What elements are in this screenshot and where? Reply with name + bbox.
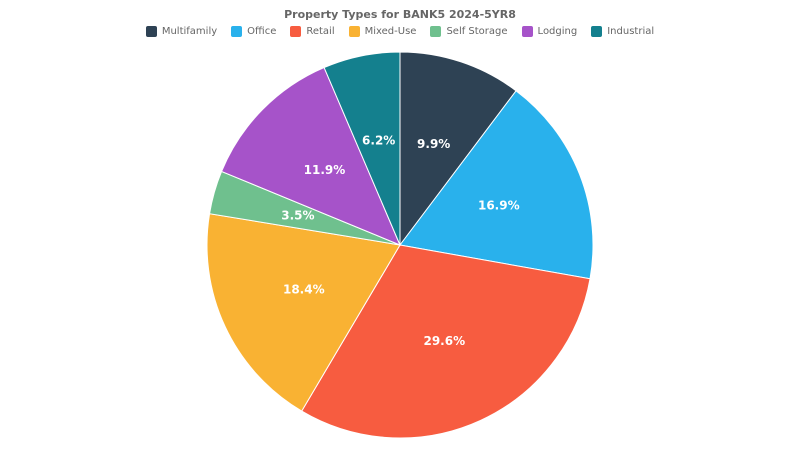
legend-item-mixed-use[interactable]: Mixed-Use [348, 26, 417, 37]
slice-percent-label-lodging: 11.9% [304, 163, 346, 177]
legend-label: Multifamily [161, 26, 218, 37]
legend-item-lodging[interactable]: Lodging [521, 26, 578, 37]
legend-item-industrial[interactable]: Industrial [591, 26, 654, 37]
slice-percent-label-office: 16.9% [478, 199, 520, 213]
slice-percent-label-mixed-use: 18.4% [283, 282, 325, 296]
legend-item-retail[interactable]: Retail [290, 26, 335, 37]
pie-slice-mixed-use[interactable] [206, 213, 401, 412]
legend-label: Office [247, 26, 277, 37]
legend-swatch-mixed-use [348, 26, 360, 37]
legend-label: Lodging [537, 26, 578, 37]
slice-percent-label-retail: 29.6% [423, 334, 465, 348]
legend-item-self-storage[interactable]: Self Storage [430, 26, 508, 37]
pie-slice-office[interactable] [399, 90, 594, 280]
legend-label: Industrial [607, 26, 655, 37]
slice-percent-label-industrial: 6.2% [362, 134, 395, 148]
pie-slice-lodging[interactable] [220, 66, 401, 246]
pie-slice-industrial[interactable] [323, 51, 401, 246]
pie-slice-multifamily[interactable] [399, 51, 517, 247]
pie-slice-retail[interactable] [301, 244, 591, 439]
legend-swatch-office [231, 26, 243, 37]
legend-swatch-industrial [591, 26, 603, 37]
legend-label: Retail [306, 26, 335, 37]
chart-legend: Multifamily Office Retail Mixed-Use Self Sto… [0, 26, 800, 37]
slice-percent-label-self-storage: 3.5% [281, 209, 314, 223]
chart-title: Property Types for BANK5 2024-5YR8 [284, 8, 516, 21]
legend-label: Mixed-Use [364, 26, 417, 37]
slice-percent-label-multifamily: 9.9% [417, 137, 450, 151]
legend-item-multifamily[interactable]: Multifamily [145, 26, 218, 37]
legend-item-office[interactable]: Office [231, 26, 276, 37]
legend-swatch-multifamily [145, 26, 157, 37]
legend-swatch-lodging [521, 26, 533, 37]
legend-swatch-self-storage [430, 26, 442, 37]
legend-swatch-retail [290, 26, 302, 37]
legend-label: Self Storage [446, 26, 508, 37]
